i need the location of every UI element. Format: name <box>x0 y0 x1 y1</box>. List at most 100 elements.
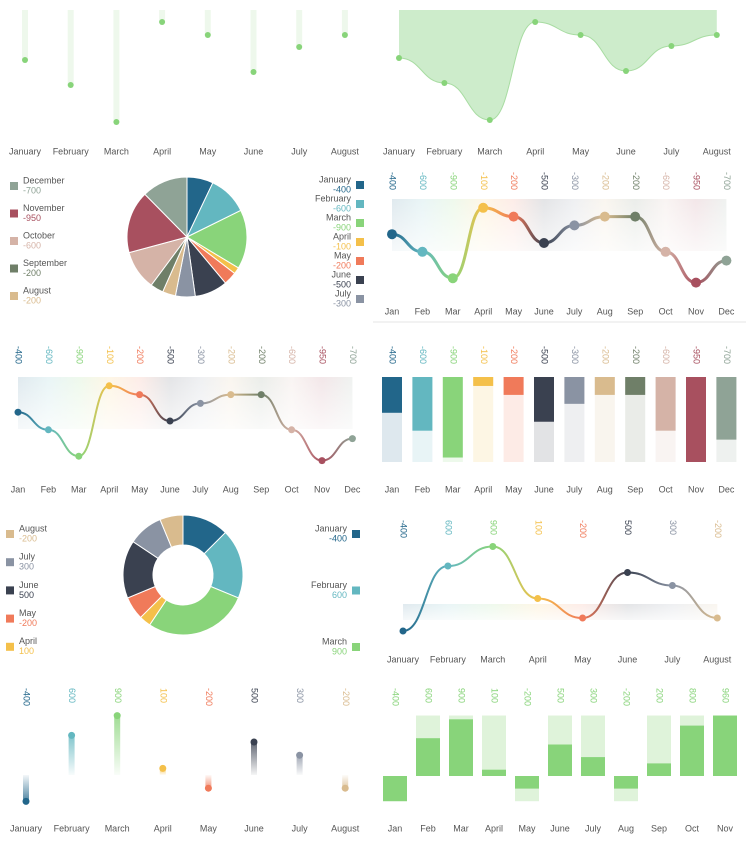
x-tick-label: Aug <box>597 306 613 316</box>
dot <box>196 399 204 407</box>
bar <box>655 377 676 431</box>
legend-label: July <box>335 288 352 298</box>
dot <box>318 457 326 465</box>
x-tick-label: February <box>430 654 467 664</box>
x-tick-label: Feb <box>415 306 431 316</box>
value-label: -200 <box>135 346 145 364</box>
legend-swatch <box>6 530 14 538</box>
value-label: -200 <box>257 346 267 364</box>
value-label: -600 <box>418 172 428 190</box>
legend-value: -200 <box>23 268 41 278</box>
legend-swatch <box>356 257 364 265</box>
value-label: -700 <box>722 346 732 364</box>
legend-value: 500 <box>19 590 34 600</box>
bar <box>204 10 211 35</box>
x-tick-label: Mar <box>71 484 87 494</box>
legend-value: -950 <box>23 213 41 223</box>
legend-swatch <box>356 181 364 189</box>
dot <box>387 229 397 240</box>
dot <box>341 784 349 792</box>
x-tick-label: August <box>703 654 732 664</box>
x-tick-label: Nov <box>717 823 734 833</box>
x-tick-label: Jan <box>388 823 403 833</box>
value-label: -100 <box>479 172 489 190</box>
legend-value: -100 <box>333 241 351 251</box>
legend-label: June <box>331 269 351 279</box>
band-fade <box>392 199 727 251</box>
legend-label: July <box>19 552 36 562</box>
value-label: 500 <box>623 520 633 535</box>
bar <box>594 377 615 395</box>
bar <box>296 755 303 775</box>
x-tick-label: Oct <box>659 484 674 494</box>
bar <box>416 738 440 776</box>
value-label: -950 <box>692 172 702 190</box>
x-tick-label: January <box>383 146 416 156</box>
x-tick-label: Feb <box>415 484 431 494</box>
dot <box>489 543 497 550</box>
dot <box>113 119 120 125</box>
bar <box>113 10 120 122</box>
legend-value: -200 <box>19 533 37 543</box>
bar <box>449 719 473 776</box>
value-label: -200 <box>523 688 533 706</box>
dot <box>721 255 732 266</box>
legend-swatch <box>352 586 360 595</box>
bar <box>548 744 572 776</box>
value-label: -400 <box>391 688 401 706</box>
value-label: 300 <box>668 520 678 535</box>
bar <box>473 377 494 386</box>
value-label: 960 <box>721 688 731 703</box>
legend-swatch <box>356 200 364 208</box>
legend-value: -300 <box>333 298 351 308</box>
bar <box>114 715 121 775</box>
dot <box>534 595 542 602</box>
dot <box>227 391 235 399</box>
dot <box>296 44 303 50</box>
slice <box>126 193 188 254</box>
legend-label: April <box>333 231 351 241</box>
bar <box>442 377 463 458</box>
x-tick-label: May <box>518 823 536 833</box>
value-label: -500 <box>540 346 550 364</box>
x-tick-label: July <box>291 146 308 156</box>
value-label: -400 <box>388 172 398 190</box>
x-tick-label: Nov <box>314 484 331 494</box>
value-label: -400 <box>388 346 398 364</box>
dot <box>296 751 304 759</box>
x-tick-label: March <box>105 823 130 833</box>
legend-swatch <box>10 182 18 190</box>
dot <box>159 19 166 25</box>
slice <box>159 514 184 548</box>
x-tick-label: June <box>534 484 554 494</box>
dot <box>691 277 701 288</box>
band-fade <box>18 377 353 429</box>
value-label: -950 <box>318 346 328 364</box>
dot <box>348 435 356 443</box>
value-label: 500 <box>556 688 566 703</box>
legend-swatch <box>10 264 18 273</box>
value-label: 100 <box>533 520 543 535</box>
x-tick-label: May <box>131 484 149 494</box>
legend-value: -600 <box>23 240 41 250</box>
value-label: -900 <box>74 346 84 364</box>
x-tick-label: Feb <box>420 823 436 833</box>
bar <box>22 10 28 60</box>
dot <box>250 69 257 75</box>
dot <box>14 408 22 416</box>
legend-label: August <box>23 285 52 295</box>
bar-background <box>594 377 615 462</box>
dot <box>22 797 30 805</box>
x-tick-label: June <box>534 306 554 316</box>
x-tick-label: Aug <box>597 484 613 494</box>
value-label: 900 <box>488 520 498 535</box>
bar <box>647 763 671 776</box>
value-label: -400 <box>14 346 24 364</box>
x-tick-label: Sep <box>651 823 667 833</box>
legend-swatch <box>356 219 364 227</box>
bar-background <box>625 377 646 462</box>
bar <box>534 377 554 422</box>
dot <box>447 273 458 284</box>
value-label: 200 <box>655 688 665 703</box>
x-tick-label: Feb <box>41 484 57 494</box>
